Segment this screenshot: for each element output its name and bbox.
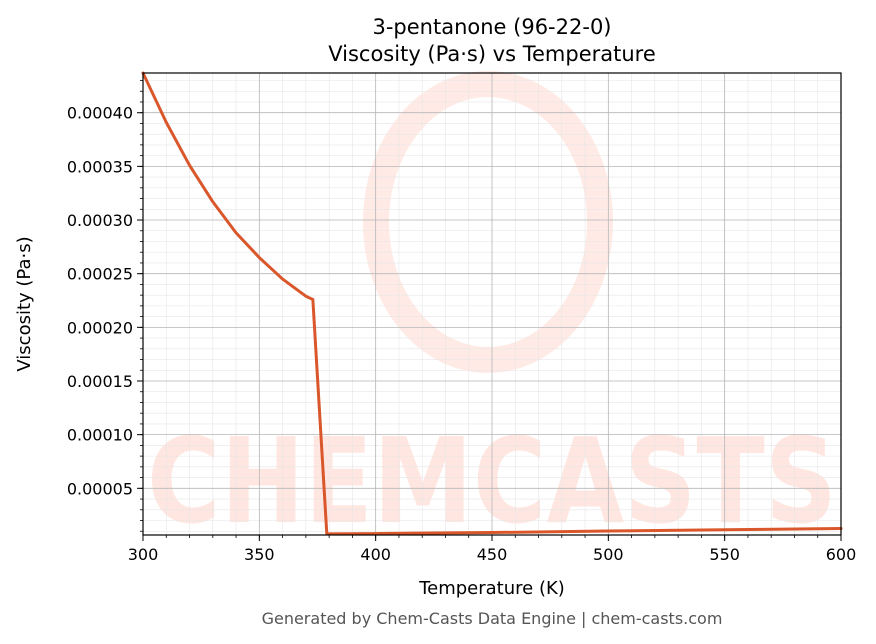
y-tick-label: 0.00010: [67, 426, 133, 445]
plot-area: CHEMCASTS 300 350 400 450 500 550 6000.000050.…: [67, 71, 856, 564]
y-tick-label: 0.00035: [67, 157, 133, 176]
footer-credit: Generated by Chem-Casts Data Engine | ch…: [262, 609, 723, 628]
chart-subtitle: Viscosity (Pa·s) vs Temperature: [328, 42, 656, 66]
x-tick-label: 550: [709, 545, 740, 564]
x-tick-label: 400: [360, 545, 391, 564]
x-tick-label: 350: [244, 545, 275, 564]
x-tick-label: 300: [128, 545, 159, 564]
y-tick-label: 0.00005: [67, 479, 133, 498]
y-tick-label: 0.00025: [67, 265, 133, 284]
y-tick-label: 0.00020: [67, 318, 133, 337]
y-axis-label: Viscosity (Pa·s): [14, 236, 35, 371]
viscosity-series-line: [141, 71, 843, 536]
y-tick-label: 0.00015: [67, 372, 133, 391]
x-tick-label: 500: [593, 545, 624, 564]
axis-ticks: [137, 80, 842, 541]
chart-title: 3-pentanone (96-22-0): [372, 15, 611, 39]
y-tick-label: 0.00040: [67, 104, 133, 123]
x-axis-label: Temperature (K): [418, 578, 565, 599]
series-layer: [141, 71, 843, 536]
x-tick-label: 600: [826, 545, 857, 564]
y-tick-label: 0.00030: [67, 211, 133, 230]
axis-tick-labels: 300 350 400 450 500 550 600 0.00005 0.00010 0.000…: [67, 104, 856, 564]
x-tick-label: 450: [477, 545, 508, 564]
